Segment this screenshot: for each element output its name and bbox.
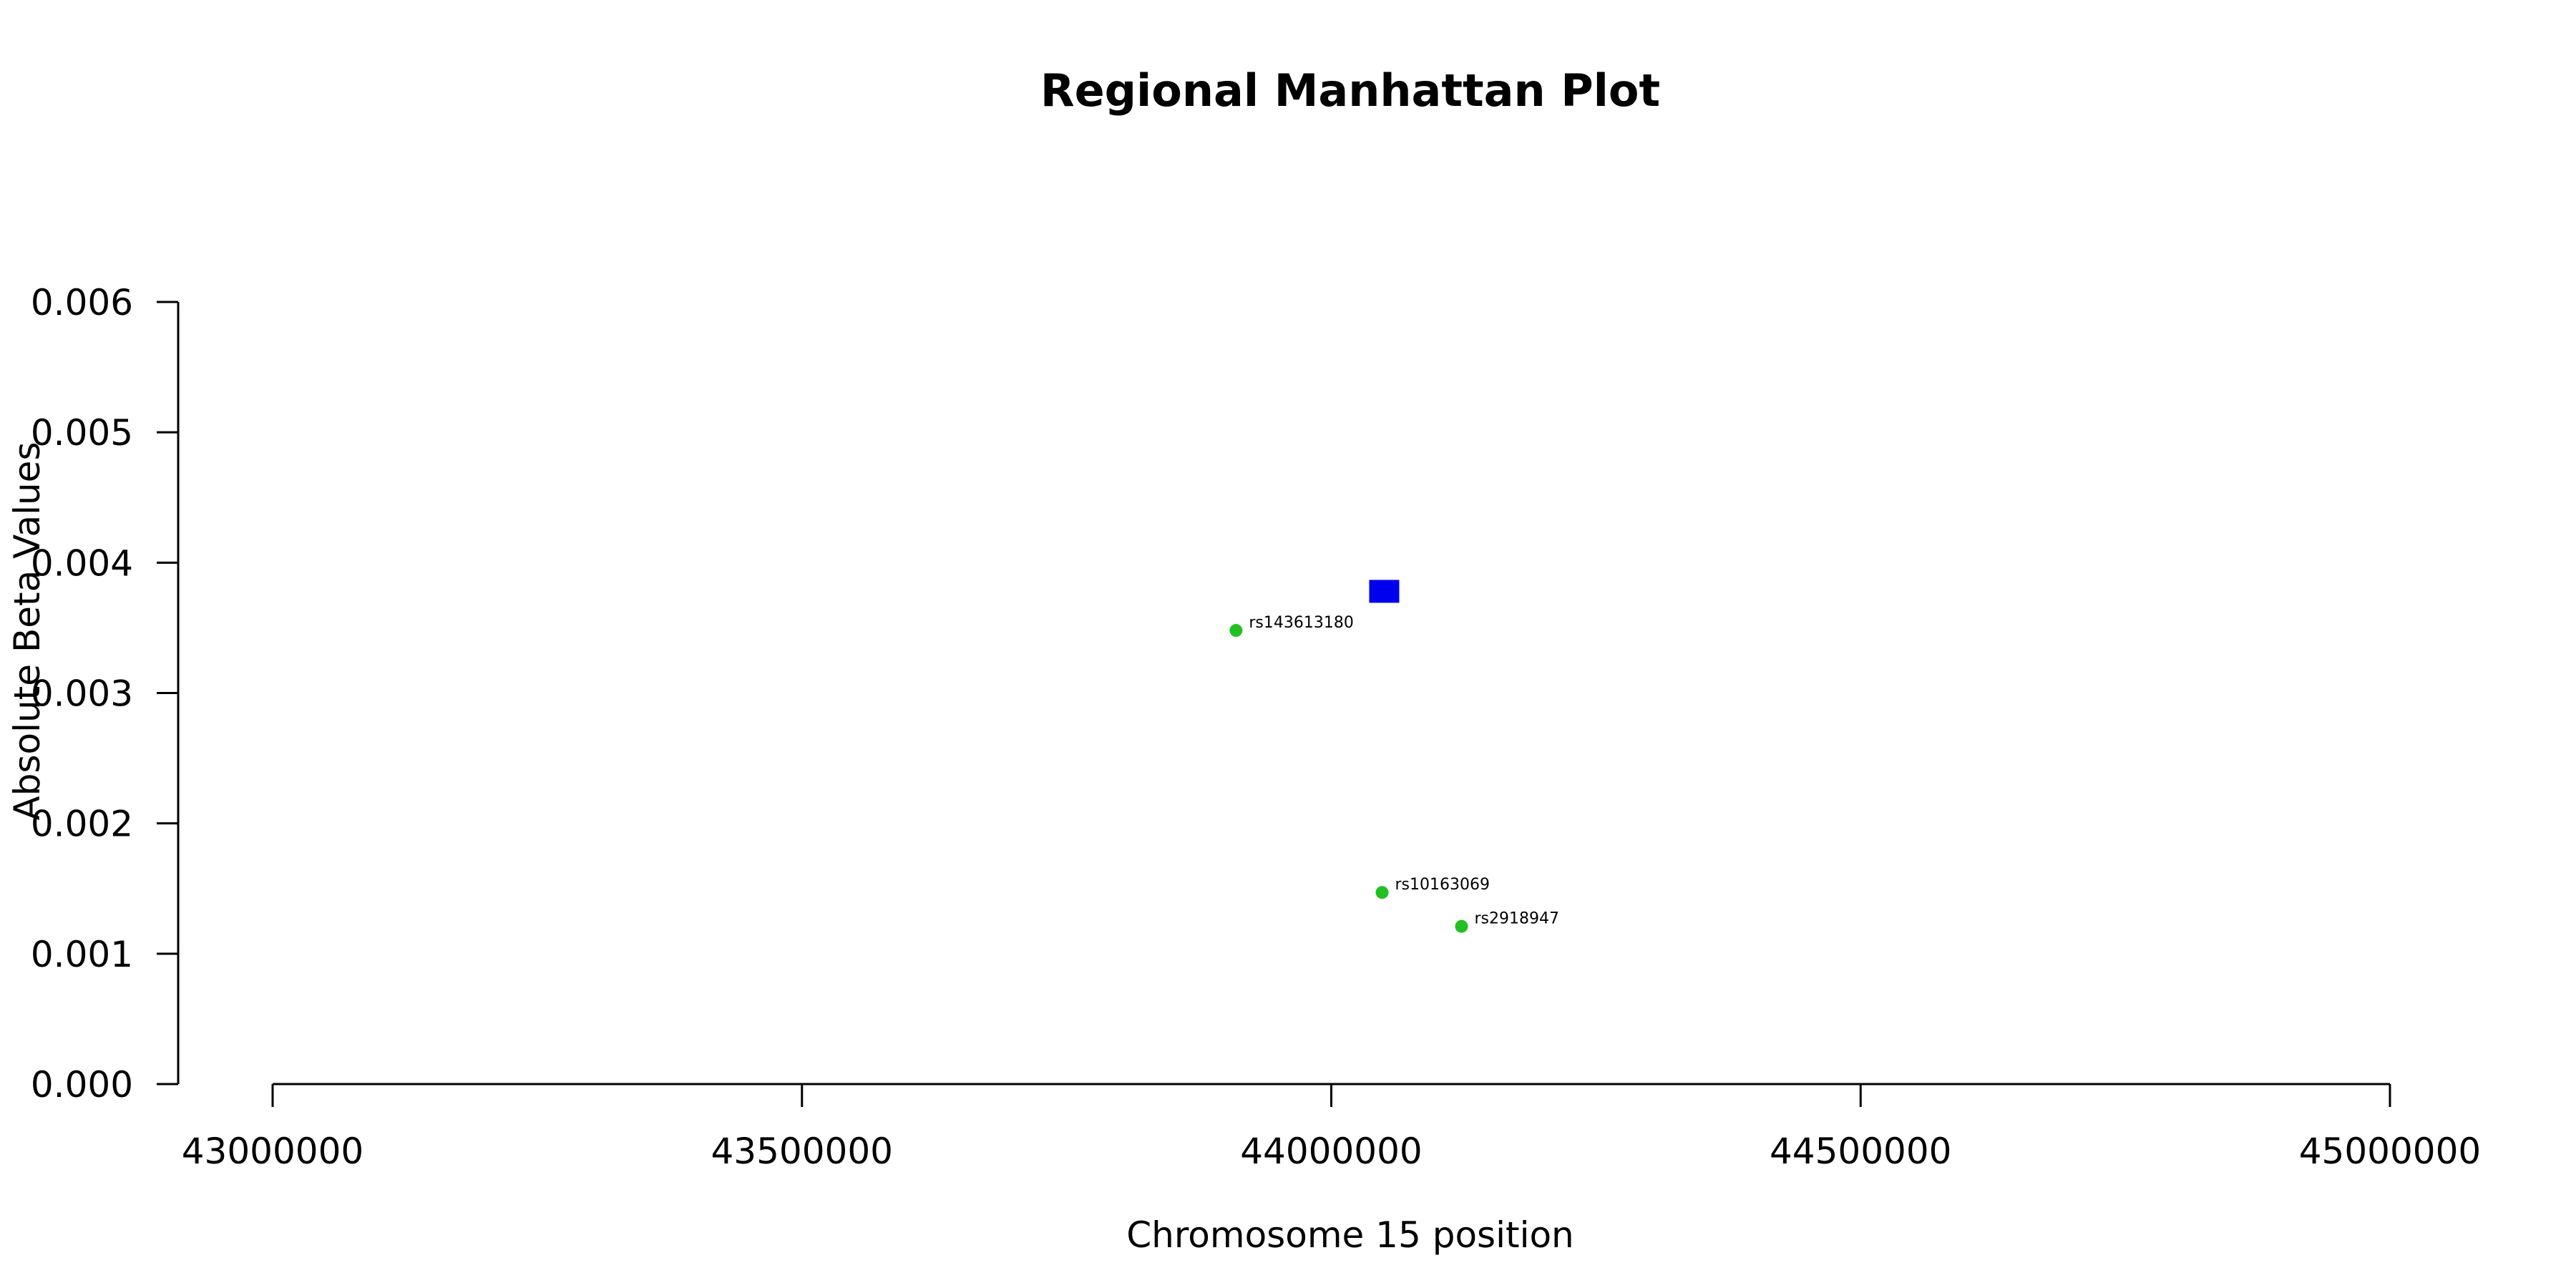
- y-axis-ticks: 0.000 0.001 0.002 0.003 0.004 0.005 0.006: [31, 282, 178, 1106]
- data-point: [1375, 886, 1389, 899]
- data-point: [1455, 919, 1468, 933]
- y-tick-label: 0.004: [31, 542, 133, 584]
- point-label: rs10163069: [1395, 876, 1490, 894]
- data-points: rs143613180 rs10163069 rs2918947: [1229, 580, 1559, 933]
- x-tick-label: 43500000: [711, 1131, 894, 1172]
- y-tick-label: 0.000: [31, 1064, 133, 1106]
- x-axis-ticks: 43000000 43500000 44000000 44500000 45000000: [182, 1084, 2482, 1172]
- point-label: rs143613180: [1249, 614, 1353, 632]
- data-point: [1229, 624, 1243, 638]
- y-tick-label: 0.005: [31, 412, 133, 454]
- x-tick-label: 44000000: [1240, 1131, 1423, 1172]
- chart-title: Regional Manhattan Plot: [1040, 64, 1660, 117]
- y-tick-label: 0.002: [31, 804, 133, 845]
- y-tick-label: 0.003: [31, 673, 133, 715]
- data-point-square: [1369, 580, 1400, 603]
- x-tick-label: 45000000: [2299, 1131, 2482, 1172]
- x-tick-label: 44500000: [1770, 1131, 1952, 1172]
- y-tick-label: 0.001: [31, 934, 133, 975]
- y-axis-label: Absolute Beta Values: [6, 442, 48, 821]
- x-axis-label: Chromosome 15 position: [1126, 1214, 1574, 1256]
- y-tick-label: 0.006: [31, 282, 133, 323]
- x-tick-label: 43000000: [182, 1131, 364, 1172]
- point-label: rs2918947: [1474, 910, 1559, 928]
